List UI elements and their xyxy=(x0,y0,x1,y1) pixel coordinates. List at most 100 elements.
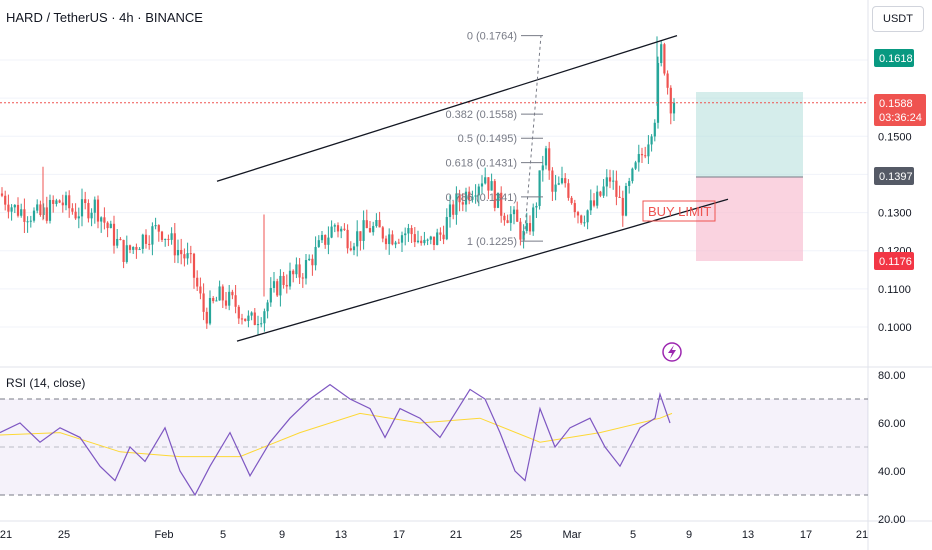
candle-body xyxy=(208,297,212,324)
candle-body xyxy=(317,240,320,247)
candle-body xyxy=(672,102,676,114)
time-tick-label: 21 xyxy=(856,529,868,541)
candle-body xyxy=(567,183,570,198)
candle-body xyxy=(404,233,407,236)
candle-body xyxy=(423,239,426,244)
candle-body xyxy=(442,234,445,240)
candle-body xyxy=(647,144,650,157)
chart-title[interactable]: HARD / TetherUS · 4h · BINANCE xyxy=(6,10,203,25)
stop-zone[interactable] xyxy=(696,177,803,261)
time-tick-label: Feb xyxy=(155,529,174,541)
fib-level-label: 0.382 (0.1558) xyxy=(445,109,517,121)
candle-body xyxy=(324,234,327,245)
channel-upper-line[interactable] xyxy=(216,34,678,182)
price-tick-label: 0.1500 xyxy=(878,131,912,143)
time-tick-label: 21 xyxy=(0,529,12,541)
candle-body xyxy=(285,284,288,287)
candle-body xyxy=(656,63,660,123)
time-tick-label: 21 xyxy=(450,529,462,541)
candle-body xyxy=(295,264,298,275)
candle-body xyxy=(7,204,10,212)
candle-body xyxy=(256,324,260,326)
candle-body xyxy=(474,195,477,197)
candle-body xyxy=(314,246,317,266)
candle-body xyxy=(487,177,490,191)
candle-body xyxy=(244,318,247,321)
candle-body xyxy=(304,260,308,279)
candle-body xyxy=(496,192,500,208)
candle-body xyxy=(343,228,346,230)
candle-body xyxy=(439,232,442,235)
target-price-text: 0.1618 xyxy=(879,53,913,65)
currency-selector[interactable]: USDT xyxy=(872,6,924,32)
candle-body xyxy=(484,177,487,184)
rsi-title[interactable]: RSI (14, close) xyxy=(6,376,86,390)
candle-body xyxy=(461,202,464,205)
time-tick-label: 9 xyxy=(686,529,692,541)
candle-body xyxy=(263,311,266,324)
candle-body xyxy=(522,230,525,240)
target-zone[interactable] xyxy=(696,92,803,177)
candle-body xyxy=(77,216,80,219)
fib-level-label: 1 (0.1225) xyxy=(467,236,517,248)
candle-body xyxy=(608,177,612,182)
candle-body xyxy=(618,196,621,198)
time-axis[interactable]: 21 25 Feb 5 9 13 17 21 25 Mar 5 9 13 17 21 xyxy=(0,529,868,541)
candle-body xyxy=(157,225,160,232)
lightning-icon[interactable] xyxy=(662,342,682,362)
candle-body xyxy=(224,300,228,306)
candle-body xyxy=(148,243,151,245)
grid xyxy=(0,59,868,328)
candle-body xyxy=(71,208,74,212)
candle-body xyxy=(570,197,573,204)
rsi-tick-label: 60.00 xyxy=(878,418,906,430)
candle-body xyxy=(93,199,96,213)
candle-body xyxy=(260,323,263,325)
candle-body xyxy=(535,205,538,208)
time-tick-label: 5 xyxy=(220,529,226,541)
candle-body xyxy=(458,194,461,203)
candle-body xyxy=(554,184,557,192)
candle-body xyxy=(138,248,141,250)
candle-body xyxy=(55,200,58,204)
candle-body xyxy=(644,155,647,157)
fibonacci-retracement[interactable]: 0 (0.1764) 0.382 (0.1558) 0.5 (0.1495) 0.61… xyxy=(445,31,543,249)
candle-body xyxy=(468,191,471,200)
candle-body xyxy=(519,221,522,240)
candle-body xyxy=(215,300,218,302)
candle-body xyxy=(426,239,429,241)
candle-body xyxy=(352,246,356,251)
candle-body xyxy=(564,178,567,184)
candle-body xyxy=(151,226,154,245)
candle-body xyxy=(596,191,599,206)
candle-body xyxy=(592,200,596,206)
candle-body xyxy=(560,178,564,184)
rsi-axis[interactable]: 80.00 60.00 40.00 20.00 xyxy=(878,370,906,526)
time-tick-label: 13 xyxy=(335,529,347,541)
candle-body xyxy=(282,275,285,285)
candle-body xyxy=(52,199,55,204)
candle-body xyxy=(36,204,39,211)
candle-body xyxy=(237,306,240,319)
target-price-badge: 0.1618 xyxy=(874,49,914,67)
candle-body xyxy=(589,200,592,211)
price-tick-label: 0.1300 xyxy=(878,208,912,220)
candle-body xyxy=(125,245,128,262)
candle-body xyxy=(356,231,359,247)
stop-price-badge: 0.1176 xyxy=(874,252,914,270)
candle-body xyxy=(378,219,381,228)
candle-body xyxy=(173,233,176,256)
candle-body xyxy=(340,228,343,232)
stop-price-text: 0.1176 xyxy=(879,256,912,268)
candle-body xyxy=(266,302,269,312)
channel-lower-line[interactable] xyxy=(236,198,729,342)
candle-body xyxy=(202,293,205,312)
entry-price-badge: 0.1397 xyxy=(874,167,914,185)
candle-body xyxy=(234,295,237,307)
buy-limit-box[interactable] xyxy=(642,200,716,222)
candle-body xyxy=(253,312,256,325)
candle-body xyxy=(48,199,52,221)
candle-body xyxy=(45,207,48,221)
candle-body xyxy=(557,183,560,185)
